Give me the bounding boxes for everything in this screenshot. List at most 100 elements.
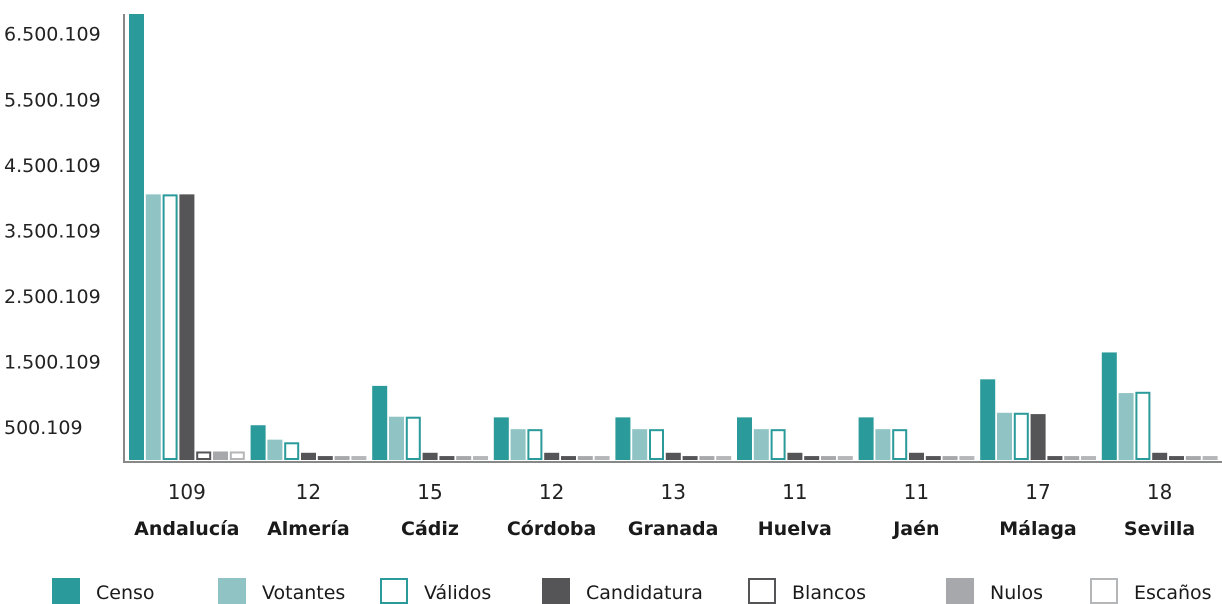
bar-jaen-votantes xyxy=(875,429,891,460)
bar-almeria-votantes xyxy=(267,439,283,460)
bar-sevilla-escanos xyxy=(1202,456,1218,460)
bar-huelva-validos xyxy=(770,429,786,460)
bar-malaga-candidatura xyxy=(1030,414,1046,460)
bar-jaen-blancos xyxy=(925,456,941,460)
bar-cadiz-votantes xyxy=(389,416,404,460)
legend-label: Blancos xyxy=(792,582,866,604)
category-label: Almería xyxy=(267,518,350,540)
legend-item-blancos: Blancos xyxy=(748,578,866,604)
bar-cadiz-nulos xyxy=(456,456,472,460)
bar-granada-censo xyxy=(615,417,631,460)
category-count-label: 15 xyxy=(417,480,442,504)
bars xyxy=(129,14,1218,461)
bar-granada-votantes xyxy=(632,429,648,460)
category-label: Córdoba xyxy=(507,518,596,540)
y-tick-label: 500.109 xyxy=(4,417,83,439)
legend-item-censo: Censo xyxy=(52,578,155,604)
bar-cadiz-escanos xyxy=(473,456,488,460)
bar-andalucia-escanos xyxy=(229,451,245,461)
bar-malaga-votantes xyxy=(997,412,1012,460)
bar-huelva-candidatura xyxy=(787,452,803,460)
legend-swatch xyxy=(218,578,246,604)
bar-cordoba-blancos xyxy=(561,456,576,460)
legend-item-escanos: Escaños xyxy=(1090,578,1212,604)
bar-sevilla-blancos xyxy=(1169,456,1184,460)
bar-malaga-escanos xyxy=(1081,456,1096,460)
bar-huelva-escanos xyxy=(837,456,853,460)
legend-item-votantes: Votantes xyxy=(218,578,345,604)
category-count-label: 18 xyxy=(1147,480,1172,504)
bar-andalucia-censo xyxy=(129,14,144,460)
legend-swatch xyxy=(380,578,408,604)
category-count-label: 12 xyxy=(296,480,321,504)
bar-sevilla-votantes xyxy=(1118,393,1134,460)
bar-almeria-nulos xyxy=(334,456,350,460)
legend-label: Votantes xyxy=(262,582,345,604)
bar-malaga-blancos xyxy=(1047,456,1063,460)
bar-cordoba-validos xyxy=(527,429,543,460)
legend-item-nulos: Nulos xyxy=(946,578,1043,604)
bar-cordoba-candidatura xyxy=(544,452,560,460)
bar-andalucia-blancos xyxy=(196,451,212,461)
bar-sevilla-validos xyxy=(1135,391,1151,460)
bar-cadiz-validos xyxy=(405,416,421,460)
bar-cordoba-nulos xyxy=(577,456,593,460)
bar-cadiz-censo xyxy=(372,385,388,460)
category-count-label: 13 xyxy=(660,480,685,504)
bar-almeria-validos xyxy=(284,442,300,460)
bar-almeria-censo xyxy=(250,425,266,460)
category-label: Huelva xyxy=(758,518,832,540)
bar-huelva-nulos xyxy=(821,456,836,460)
bar-almeria-blancos xyxy=(317,456,333,460)
bar-jaen-validos xyxy=(892,429,908,460)
bar-granada-escanos xyxy=(716,456,732,460)
legend-label: Escaños xyxy=(1134,582,1212,604)
y-tick-label: 6.500.109 xyxy=(4,24,101,46)
y-tick-label: 2.500.109 xyxy=(4,286,101,308)
y-tick-label: 4.500.109 xyxy=(4,155,101,177)
y-tick-label: 5.500.109 xyxy=(4,89,101,111)
legend: Censo Votantes Válidos Candidatura Blancos Nu… xyxy=(52,578,1212,604)
bar-jaen-escanos xyxy=(959,456,975,460)
legend-swatch xyxy=(1090,578,1118,604)
legend-swatch xyxy=(52,578,80,604)
category-count-label: 109 xyxy=(168,480,206,504)
bar-almeria-candidatura xyxy=(301,452,316,460)
category-label: Jaén xyxy=(891,518,939,540)
bar-cadiz-blancos xyxy=(439,456,455,460)
x-axis-labels: 109 Andalucía 12 Almería 15 Cádiz 12 Córdoba 13 G… xyxy=(134,480,1195,540)
category-label: Málaga xyxy=(999,518,1076,540)
category-count-label: 11 xyxy=(782,480,807,504)
legend-item-candidatura: Candidatura xyxy=(542,578,703,604)
bar-andalucia-nulos xyxy=(213,451,228,460)
bar-granada-blancos xyxy=(682,456,698,460)
y-tick-label: 3.500.109 xyxy=(4,220,101,242)
category-count-label: 12 xyxy=(539,480,564,504)
bar-cadiz-candidatura xyxy=(422,452,438,460)
y-tick-label: 1.500.109 xyxy=(4,352,101,374)
y-axis-labels: 500.109 1.500.109 2.500.109 3.500.109 4.500.… xyxy=(4,24,101,440)
bar-malaga-censo xyxy=(980,379,996,460)
bar-jaen-nulos xyxy=(942,456,958,460)
bar-cordoba-escanos xyxy=(594,456,610,460)
legend-swatch xyxy=(748,578,776,604)
legend-label: Válidos xyxy=(424,582,491,604)
bar-jaen-censo xyxy=(858,417,874,460)
category-label: Andalucía xyxy=(134,518,239,540)
bar-andalucia-validos xyxy=(162,194,178,460)
legend-label: Censo xyxy=(96,582,155,604)
category-label: Cádiz xyxy=(401,518,459,540)
bar-sevilla-censo xyxy=(1101,352,1117,460)
legend-item-validos: Válidos xyxy=(380,578,491,604)
legend-label: Nulos xyxy=(990,582,1043,604)
bar-huelva-blancos xyxy=(804,456,820,460)
bar-almeria-escanos xyxy=(351,456,367,460)
bar-jaen-candidatura xyxy=(909,452,924,460)
bar-malaga-validos xyxy=(1013,412,1029,460)
bar-granada-candidatura xyxy=(665,452,681,460)
category-label: Granada xyxy=(628,518,719,540)
bar-cordoba-votantes xyxy=(510,429,526,460)
legend-label: Candidatura xyxy=(586,582,703,604)
bar-cordoba-censo xyxy=(493,417,509,460)
